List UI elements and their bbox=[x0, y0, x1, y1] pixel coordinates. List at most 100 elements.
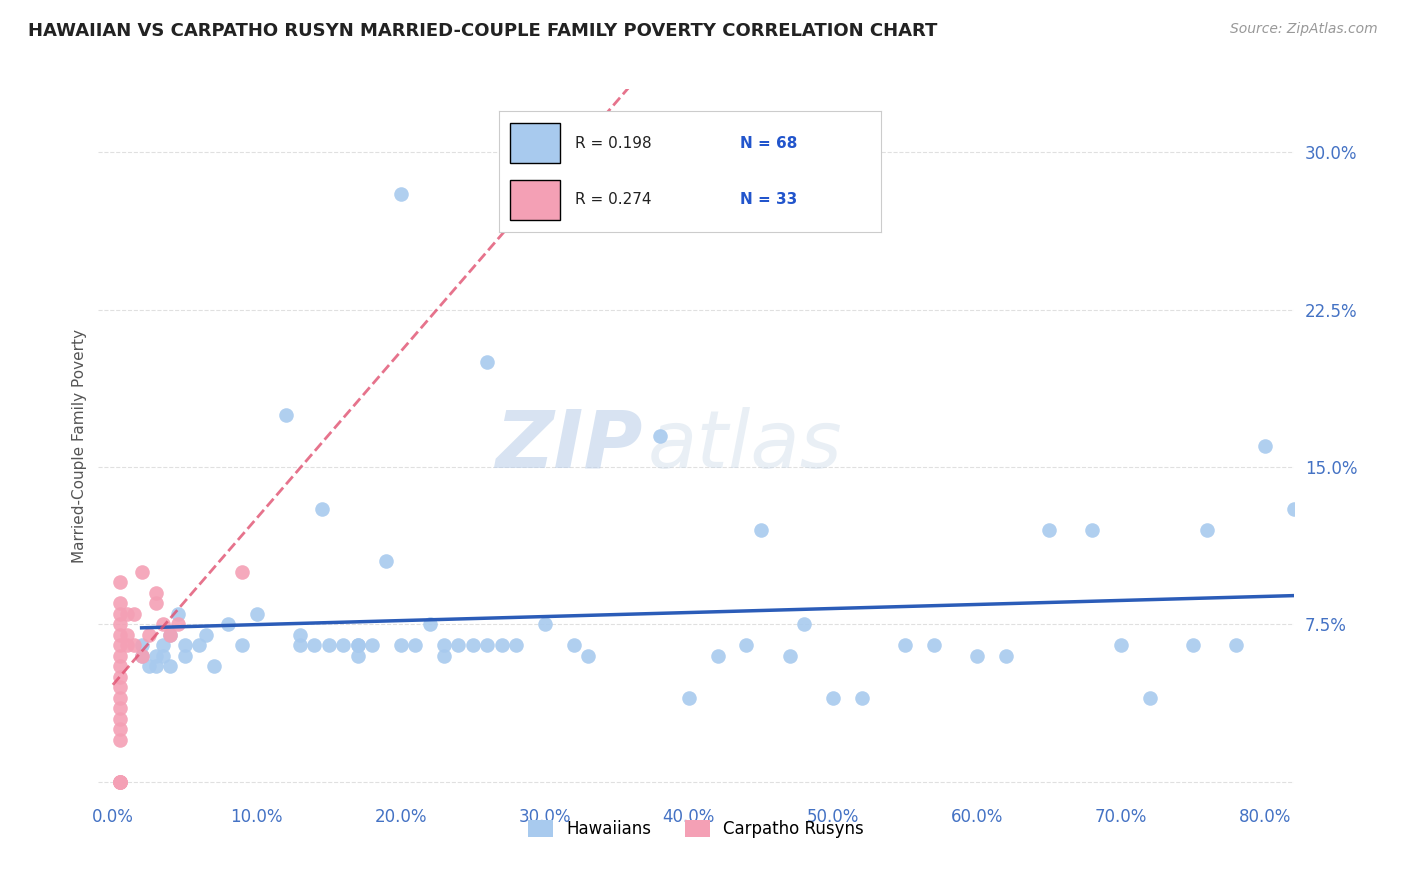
Point bbox=[115, 607, 138, 621]
Point bbox=[1109, 639, 1132, 653]
Point bbox=[1139, 690, 1161, 705]
Point bbox=[1081, 523, 1104, 537]
Point bbox=[173, 639, 195, 653]
Point bbox=[145, 596, 167, 610]
Point bbox=[145, 648, 167, 663]
Point bbox=[145, 659, 167, 673]
Point bbox=[145, 586, 167, 600]
Point bbox=[922, 639, 945, 653]
Point bbox=[1225, 639, 1247, 653]
Text: atlas: atlas bbox=[648, 407, 844, 485]
Point bbox=[576, 648, 599, 663]
Point bbox=[1254, 439, 1277, 453]
Point bbox=[274, 408, 297, 422]
Point bbox=[706, 648, 728, 663]
Point bbox=[108, 774, 131, 789]
Point bbox=[138, 628, 160, 642]
Point bbox=[735, 639, 758, 653]
Point bbox=[678, 690, 700, 705]
Point bbox=[108, 607, 131, 621]
Point bbox=[793, 617, 815, 632]
Point bbox=[477, 355, 499, 369]
Point bbox=[131, 648, 153, 663]
Point bbox=[108, 774, 131, 789]
Point bbox=[433, 639, 456, 653]
Point bbox=[108, 659, 131, 673]
Point bbox=[311, 502, 333, 516]
Point bbox=[304, 639, 326, 653]
Point bbox=[562, 639, 585, 653]
Point bbox=[217, 617, 239, 632]
Point bbox=[1282, 502, 1305, 516]
Point bbox=[231, 639, 253, 653]
Point bbox=[246, 607, 269, 621]
Point bbox=[1038, 523, 1060, 537]
Point bbox=[159, 628, 181, 642]
Point bbox=[131, 648, 153, 663]
Point bbox=[108, 723, 131, 737]
Point bbox=[202, 659, 225, 673]
Point bbox=[159, 628, 181, 642]
Point bbox=[166, 607, 188, 621]
Point bbox=[491, 639, 513, 653]
Point bbox=[131, 565, 153, 579]
Point bbox=[1197, 523, 1219, 537]
Point bbox=[461, 639, 484, 653]
Point bbox=[288, 628, 311, 642]
Y-axis label: Married-Couple Family Poverty: Married-Couple Family Poverty bbox=[72, 329, 87, 563]
Point bbox=[1326, 639, 1348, 653]
Point bbox=[108, 690, 131, 705]
Point bbox=[166, 617, 188, 632]
Point bbox=[108, 639, 131, 653]
Point bbox=[231, 565, 253, 579]
Point bbox=[389, 639, 412, 653]
Point bbox=[131, 639, 153, 653]
Point bbox=[893, 639, 915, 653]
Point bbox=[533, 617, 555, 632]
Point bbox=[108, 670, 131, 684]
Point bbox=[159, 659, 181, 673]
Point bbox=[173, 648, 195, 663]
Point bbox=[152, 639, 174, 653]
Text: HAWAIIAN VS CARPATHO RUSYN MARRIED-COUPLE FAMILY POVERTY CORRELATION CHART: HAWAIIAN VS CARPATHO RUSYN MARRIED-COUPL… bbox=[28, 22, 938, 40]
Point bbox=[108, 701, 131, 715]
Point bbox=[195, 628, 218, 642]
Text: Source: ZipAtlas.com: Source: ZipAtlas.com bbox=[1230, 22, 1378, 37]
Point bbox=[152, 648, 174, 663]
Point bbox=[152, 617, 174, 632]
Point bbox=[115, 628, 138, 642]
Point bbox=[505, 639, 527, 653]
Point bbox=[108, 712, 131, 726]
Point bbox=[779, 648, 801, 663]
Point bbox=[346, 648, 368, 663]
Point bbox=[433, 648, 456, 663]
Point bbox=[361, 639, 384, 653]
Point bbox=[332, 639, 354, 653]
Point bbox=[994, 648, 1017, 663]
Point bbox=[419, 617, 441, 632]
Point bbox=[108, 596, 131, 610]
Point bbox=[318, 639, 340, 653]
Point bbox=[749, 523, 772, 537]
Point bbox=[108, 648, 131, 663]
Point bbox=[124, 607, 146, 621]
Point bbox=[108, 575, 131, 590]
Point bbox=[389, 187, 412, 202]
Point bbox=[404, 639, 426, 653]
Point bbox=[115, 639, 138, 653]
Point bbox=[108, 774, 131, 789]
Point bbox=[138, 659, 160, 673]
Point bbox=[851, 690, 873, 705]
Point bbox=[108, 681, 131, 695]
Point bbox=[477, 639, 499, 653]
Point bbox=[108, 617, 131, 632]
Point bbox=[108, 628, 131, 642]
Point bbox=[648, 428, 671, 442]
Point bbox=[447, 639, 470, 653]
Point bbox=[346, 639, 368, 653]
Point bbox=[108, 732, 131, 747]
Point bbox=[346, 639, 368, 653]
Point bbox=[108, 774, 131, 789]
Point bbox=[188, 639, 211, 653]
Point bbox=[1181, 639, 1204, 653]
